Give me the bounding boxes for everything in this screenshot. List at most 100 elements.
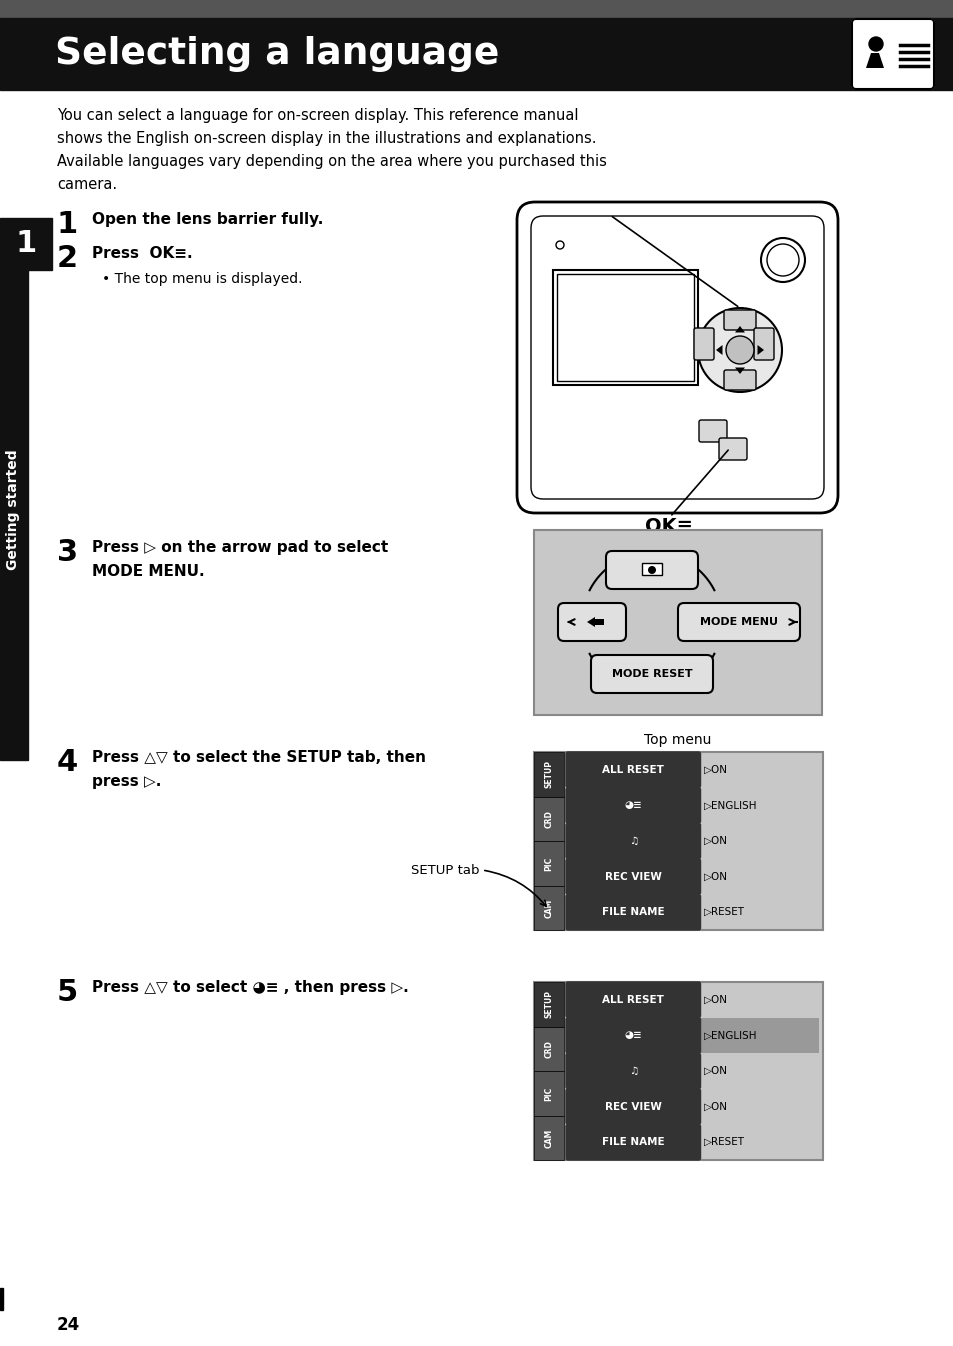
Text: ▷ON: ▷ON: [702, 1066, 727, 1075]
Circle shape: [760, 238, 804, 283]
Text: Press ▷ on the arrow pad to select: Press ▷ on the arrow pad to select: [91, 540, 388, 555]
FancyBboxPatch shape: [723, 370, 755, 390]
Bar: [534, 1027, 563, 1071]
FancyBboxPatch shape: [565, 752, 700, 787]
FancyBboxPatch shape: [693, 328, 713, 359]
Text: shows the English on-screen display in the illustrations and explanations.: shows the English on-screen display in t…: [57, 131, 596, 145]
Text: Top menu: Top menu: [643, 734, 711, 747]
Text: SETUP: SETUP: [544, 760, 553, 789]
Bar: [534, 886, 563, 930]
Text: Open the lens barrier fully.: Open the lens barrier fully.: [91, 213, 323, 227]
Text: REC VIEW: REC VIEW: [604, 1101, 661, 1112]
FancyBboxPatch shape: [565, 1053, 700, 1089]
FancyBboxPatch shape: [565, 1018, 700, 1053]
Text: ▷RESET: ▷RESET: [702, 1137, 743, 1147]
FancyBboxPatch shape: [605, 551, 698, 590]
FancyBboxPatch shape: [565, 1089, 700, 1124]
Text: REC VIEW: REC VIEW: [604, 872, 661, 882]
Bar: [534, 752, 563, 797]
FancyBboxPatch shape: [565, 1124, 700, 1160]
Text: PIC: PIC: [544, 1086, 553, 1101]
Bar: [0, 0, 953, 17]
Circle shape: [556, 241, 563, 249]
Polygon shape: [716, 345, 721, 355]
FancyBboxPatch shape: [678, 603, 800, 641]
Text: MODE MENU.: MODE MENU.: [91, 564, 204, 579]
FancyBboxPatch shape: [565, 983, 700, 1018]
Text: 1: 1: [15, 230, 36, 258]
Text: 1: 1: [57, 210, 78, 240]
Text: ♫: ♫: [628, 836, 638, 847]
Text: 5: 5: [57, 979, 78, 1007]
Circle shape: [725, 336, 753, 363]
FancyBboxPatch shape: [517, 202, 837, 513]
Text: camera.: camera.: [57, 178, 117, 192]
Text: SETUP tab: SETUP tab: [411, 864, 479, 876]
Text: SETUP: SETUP: [544, 991, 553, 1019]
Text: FILE NAME: FILE NAME: [601, 907, 664, 917]
FancyBboxPatch shape: [723, 310, 755, 330]
Text: Getting started: Getting started: [6, 450, 20, 571]
Bar: [557, 275, 693, 381]
FancyBboxPatch shape: [851, 19, 933, 89]
Bar: [534, 983, 563, 1027]
Text: ♫: ♫: [628, 1066, 638, 1075]
Text: ALL RESET: ALL RESET: [601, 765, 663, 775]
Text: MODE RESET: MODE RESET: [611, 669, 692, 678]
Circle shape: [868, 36, 882, 51]
Circle shape: [647, 567, 656, 573]
Polygon shape: [586, 616, 603, 627]
Text: ◕≡: ◕≡: [623, 801, 641, 810]
Circle shape: [698, 308, 781, 392]
Polygon shape: [757, 345, 763, 355]
Bar: [0, 17, 953, 90]
Text: 2: 2: [57, 244, 78, 273]
Bar: [534, 1116, 563, 1160]
Text: ▷ON: ▷ON: [702, 836, 727, 847]
Bar: [0, 1288, 3, 1310]
Text: Arrow pad (△▽◁▷): Arrow pad (△▽◁▷): [537, 210, 661, 223]
Text: ▷RESET: ▷RESET: [702, 907, 743, 917]
Text: Press △▽ to select the SETUP tab, then: Press △▽ to select the SETUP tab, then: [91, 750, 426, 765]
Bar: [553, 271, 698, 385]
Text: FILE NAME: FILE NAME: [601, 1137, 664, 1147]
Text: • The top menu is displayed.: • The top menu is displayed.: [102, 272, 302, 285]
Text: ◕≡: ◕≡: [623, 1031, 641, 1040]
Text: 3: 3: [57, 538, 78, 567]
Bar: [534, 1071, 563, 1116]
FancyBboxPatch shape: [753, 328, 773, 359]
Text: ▷ON: ▷ON: [702, 995, 727, 1005]
Text: CRD: CRD: [544, 810, 553, 828]
FancyBboxPatch shape: [699, 420, 726, 441]
Text: press ▷.: press ▷.: [91, 774, 161, 789]
Text: OK≡: OK≡: [644, 517, 692, 536]
Polygon shape: [865, 52, 883, 69]
Bar: [0, 271, 28, 760]
Bar: [534, 530, 821, 715]
FancyBboxPatch shape: [558, 603, 625, 641]
Bar: [534, 797, 563, 841]
FancyBboxPatch shape: [565, 824, 700, 859]
Text: Selecting a language: Selecting a language: [55, 36, 498, 71]
Text: 4: 4: [57, 748, 78, 777]
Text: ▷ENGLISH: ▷ENGLISH: [702, 801, 757, 810]
Text: Press  OK≡.: Press OK≡.: [91, 246, 193, 261]
Bar: [641, 563, 661, 575]
Text: MODE MENU: MODE MENU: [700, 616, 778, 627]
Bar: [534, 841, 563, 886]
Text: Press △▽ to select ◕≡ , then press ▷.: Press △▽ to select ◕≡ , then press ▷.: [91, 980, 408, 995]
Bar: [565, 1018, 818, 1053]
Text: Available languages vary depending on the area where you purchased this: Available languages vary depending on th…: [57, 153, 606, 170]
FancyBboxPatch shape: [719, 437, 746, 460]
Text: ALL RESET: ALL RESET: [601, 995, 663, 1005]
Text: 24: 24: [57, 1316, 80, 1334]
FancyBboxPatch shape: [590, 656, 712, 693]
FancyBboxPatch shape: [565, 859, 700, 894]
Text: CAM: CAM: [544, 898, 553, 918]
Text: You can select a language for on-screen display. This reference manual: You can select a language for on-screen …: [57, 108, 578, 122]
Polygon shape: [734, 326, 744, 332]
Bar: [534, 752, 822, 930]
Polygon shape: [734, 367, 744, 374]
Text: CAM: CAM: [544, 1128, 553, 1148]
Text: PIC: PIC: [544, 856, 553, 871]
